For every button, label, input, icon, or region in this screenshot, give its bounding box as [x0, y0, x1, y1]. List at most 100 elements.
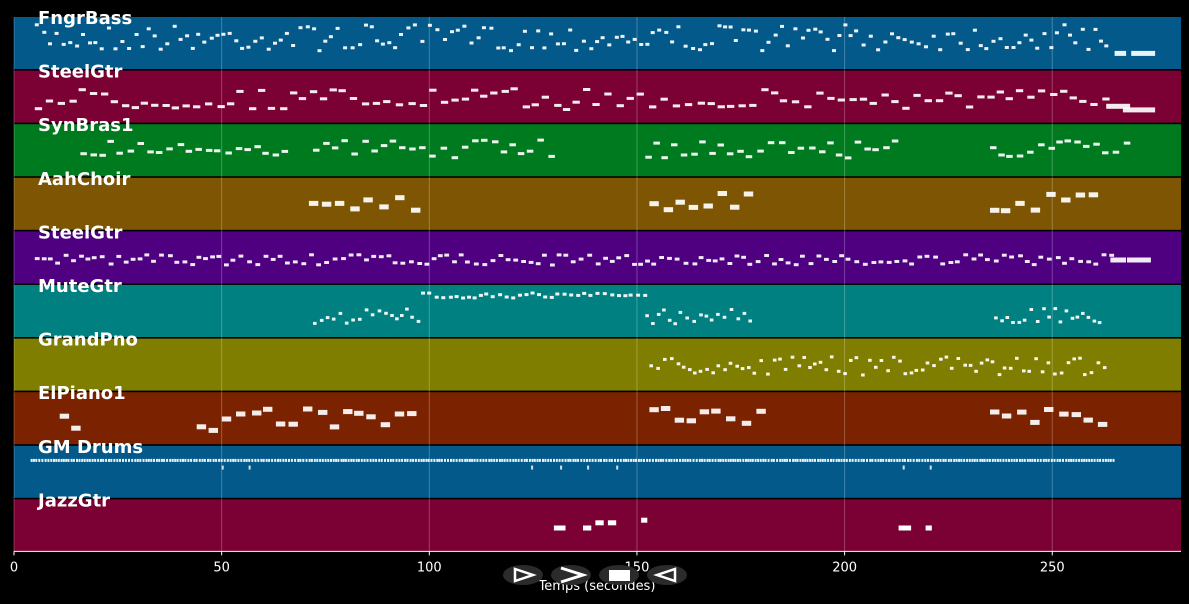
note: [595, 40, 600, 44]
note: [1083, 144, 1090, 148]
note: [80, 152, 87, 156]
note: [740, 367, 745, 371]
track-notes-5: [313, 291, 1102, 326]
note: [380, 144, 388, 148]
note: [1035, 46, 1040, 50]
note: [789, 458, 791, 462]
track-notes-9: [553, 517, 932, 531]
note: [703, 458, 706, 462]
note: [939, 357, 943, 361]
track-notes-6: [649, 355, 1107, 377]
note: [469, 41, 474, 45]
note: [1122, 107, 1156, 113]
note: [1054, 31, 1059, 35]
fast-forward-button[interactable]: [551, 565, 591, 585]
note: [827, 141, 834, 145]
note: [734, 254, 740, 258]
note: [587, 465, 590, 470]
note: [703, 203, 713, 209]
note: [898, 525, 912, 531]
note: [392, 261, 398, 265]
note: [364, 258, 369, 262]
note: [676, 25, 681, 29]
note: [695, 458, 698, 462]
track-lane-8: [14, 445, 1181, 498]
note: [290, 91, 298, 95]
note: [440, 100, 449, 104]
note: [1036, 458, 1039, 462]
x-tick-label-4: 200: [832, 560, 857, 575]
note: [712, 259, 718, 263]
note: [650, 31, 655, 35]
note: [998, 153, 1005, 157]
note: [685, 316, 689, 320]
note: [996, 90, 1004, 94]
note: [885, 458, 888, 462]
note: [131, 458, 134, 462]
note: [616, 465, 619, 470]
note: [1083, 417, 1093, 423]
note: [248, 465, 251, 470]
note: [711, 458, 714, 462]
note: [796, 458, 799, 462]
play-forward-button[interactable]: [503, 565, 543, 585]
note: [220, 458, 223, 462]
note: [724, 458, 727, 462]
note: [395, 103, 404, 107]
note: [657, 458, 660, 462]
note: [745, 155, 753, 159]
note: [569, 293, 574, 297]
note: [1064, 309, 1069, 313]
note: [235, 147, 243, 151]
note: [555, 292, 560, 296]
note: [924, 99, 932, 103]
note: [729, 308, 734, 311]
note: [76, 458, 78, 462]
note: [473, 262, 479, 266]
x-tick-label-2: 100: [417, 560, 442, 575]
note: [1049, 46, 1054, 50]
note: [284, 31, 289, 35]
note: [944, 355, 949, 359]
stop-button[interactable]: [599, 565, 639, 585]
note: [245, 458, 248, 462]
note: [1069, 257, 1075, 261]
note: [1075, 458, 1078, 462]
note: [313, 321, 317, 325]
note: [412, 458, 415, 462]
note: [509, 143, 516, 147]
note: [489, 26, 494, 30]
note: [772, 458, 775, 462]
note: [383, 100, 391, 104]
note: [482, 458, 485, 462]
note: [420, 39, 425, 43]
note: [991, 39, 996, 43]
note: [632, 458, 635, 462]
note: [176, 458, 179, 462]
note: [399, 146, 406, 150]
note: [50, 458, 53, 462]
note: [94, 458, 97, 462]
note: [649, 201, 659, 207]
note: [985, 358, 990, 362]
play-backward-button[interactable]: [647, 565, 687, 585]
note: [531, 465, 534, 470]
note: [254, 145, 261, 149]
note: [719, 458, 722, 462]
play-backward-icon: [653, 567, 677, 583]
note: [116, 254, 122, 258]
note: [384, 458, 386, 462]
note: [728, 25, 733, 29]
note: [1080, 458, 1083, 462]
note: [902, 38, 907, 42]
note: [1034, 458, 1036, 462]
note: [708, 458, 711, 462]
note: [1106, 103, 1131, 109]
note: [476, 458, 479, 462]
note: [1034, 357, 1038, 361]
note: [582, 291, 587, 295]
note: [1015, 89, 1024, 93]
note: [1021, 458, 1024, 462]
note: [257, 458, 260, 462]
note: [159, 253, 164, 257]
